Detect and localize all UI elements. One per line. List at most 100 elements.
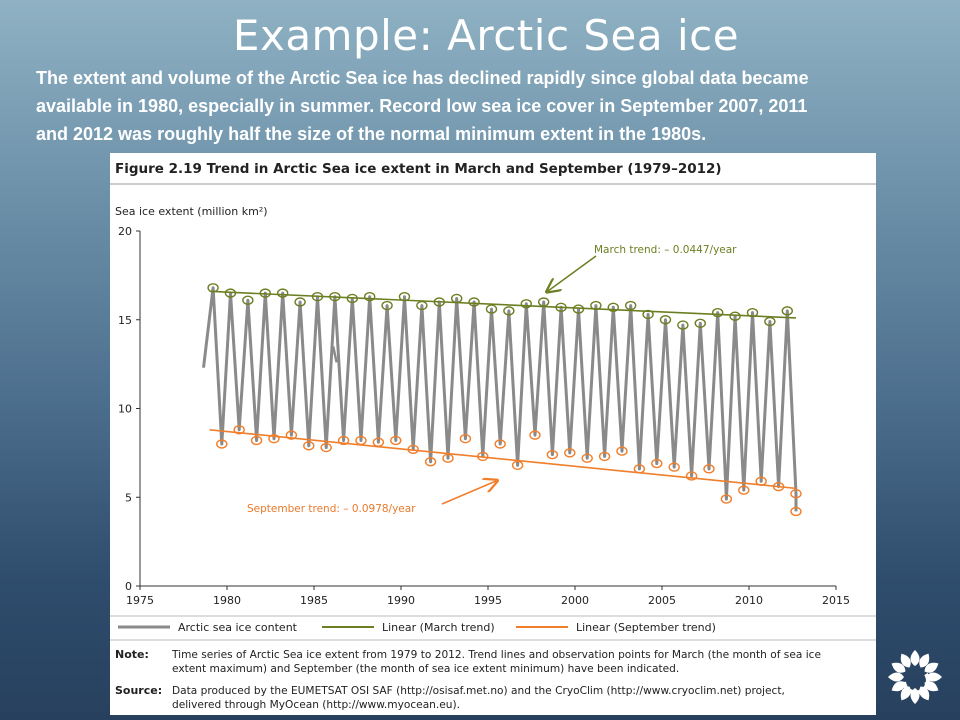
y-tick-label: 5: [125, 491, 132, 504]
september-point: [268, 433, 280, 444]
march-point: [624, 300, 637, 311]
intro-line: available in 1980, especially in summer.…: [36, 96, 808, 116]
september-point: [668, 462, 680, 472]
y-tick-label: 0: [125, 580, 132, 593]
september-point: [320, 442, 332, 453]
source-line-2: delivered through MyOcean (http://www.my…: [172, 699, 460, 711]
march-point: [259, 288, 271, 298]
september-point: [442, 453, 454, 463]
march-point: [224, 288, 237, 298]
march-point: [659, 315, 672, 325]
march-point: [416, 300, 428, 311]
september-point: [303, 441, 315, 451]
september-point: [494, 439, 506, 449]
x-tick-label: 2010: [735, 594, 763, 607]
logo-ring: [902, 672, 930, 695]
march-point: [450, 293, 463, 304]
x-tick-label: 1985: [300, 594, 328, 607]
march-point: [242, 295, 254, 305]
march-point: [746, 307, 759, 318]
legend-label-march: Linear (March trend): [382, 621, 495, 634]
x-tick-label: 2005: [648, 594, 676, 607]
march-point: [607, 302, 619, 313]
march-point: [363, 291, 376, 302]
march-point: [398, 291, 411, 302]
september-point: [685, 471, 698, 481]
logo-petal: [888, 672, 904, 682]
march-point: [381, 300, 393, 311]
september-point: [424, 457, 437, 467]
intro-line: The extent and volume of the Arctic Sea …: [36, 68, 809, 88]
september-point: [651, 458, 663, 469]
intro-line: and 2012 was roughly half the size of th…: [36, 124, 707, 144]
september-point: [216, 439, 228, 449]
note-line-1: Time series of Arctic Sea ice extent fro…: [171, 649, 821, 661]
eea-logo-icon: [888, 650, 942, 704]
september-point: [546, 449, 559, 460]
september-point: [390, 435, 402, 446]
march-point: [537, 297, 550, 307]
march-point: [764, 316, 776, 327]
september-point: [337, 435, 350, 446]
series-1986-segment: [331, 346, 338, 363]
september-point: [598, 451, 611, 462]
september-point: [511, 460, 524, 470]
september-point: [355, 435, 367, 446]
trend-layer: [209, 290, 797, 490]
september-point: [477, 451, 489, 462]
slide-title: Example: Arctic Sea ice: [232, 11, 740, 60]
march-point: [329, 291, 341, 302]
march-point: [520, 299, 532, 309]
september-point: [250, 435, 263, 446]
x-tick-label: 1995: [474, 594, 502, 607]
logo-petal: [891, 662, 906, 673]
september-point: [772, 481, 785, 492]
note-line-2: extent maximum) and September (the month…: [172, 663, 679, 675]
march-point: [485, 304, 498, 314]
logo-petal: [891, 681, 906, 692]
march-point: [276, 288, 289, 298]
september-point: [459, 433, 472, 444]
figure-panel: Figure 2.19 Trend in Arctic Sea ice exte…: [110, 153, 876, 715]
march-point: [555, 302, 567, 313]
logo-petal: [910, 650, 920, 666]
september-point: [703, 464, 715, 474]
figure-title: Figure 2.19 Trend in Arctic Sea ice exte…: [115, 161, 722, 177]
march-point: [572, 304, 585, 314]
march-point: [503, 306, 515, 316]
x-tick-label: 1990: [387, 594, 415, 607]
march-point: [694, 318, 706, 329]
marker-layer: [207, 283, 802, 517]
september-point: [564, 448, 576, 458]
source-label: Source:: [115, 684, 162, 697]
september-trend-annotation: September trend: – 0.0978/year: [247, 503, 416, 515]
x-tick-label: 2015: [822, 594, 850, 607]
september-point: [790, 489, 802, 499]
y-tick-label: 15: [118, 314, 132, 327]
x-tick-label: 1975: [126, 594, 154, 607]
logo-petal: [926, 672, 942, 682]
march-point: [294, 297, 306, 307]
march-point: [311, 291, 324, 302]
march-annotation-arrow: [548, 255, 597, 291]
march-point: [346, 293, 358, 304]
march-point: [468, 297, 480, 307]
figure-svg: Figure 2.19 Trend in Arctic Sea ice exte…: [110, 161, 876, 711]
x-tick-label: 2000: [561, 594, 589, 607]
legend-label-series: Arctic sea ice content: [178, 621, 298, 634]
september-point: [790, 506, 802, 517]
logo-petal: [919, 653, 930, 668]
september-point: [233, 425, 245, 435]
legend: Arctic sea ice content Linear (March tre…: [118, 621, 716, 634]
series-sea-ice-line: [202, 286, 798, 512]
march-point: [677, 320, 689, 330]
note-label: Note:: [115, 648, 149, 661]
september-trend-line: [209, 429, 797, 490]
y-tick-label: 10: [118, 403, 132, 416]
x-tick-label: 1980: [213, 594, 241, 607]
source-line-1: Data produced by the EUMETSAT OSI SAF (h…: [172, 685, 785, 697]
september-point: [755, 476, 767, 486]
march-point: [642, 309, 654, 320]
march-point: [433, 297, 445, 307]
logo-petal: [900, 653, 911, 668]
